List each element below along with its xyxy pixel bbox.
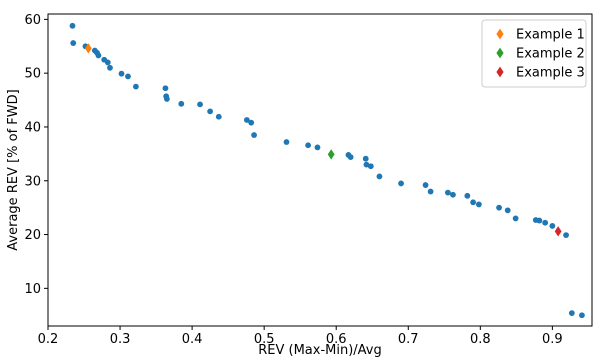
data-point: [536, 217, 543, 224]
data-point: [427, 188, 434, 195]
legend-label: Example 2: [516, 47, 585, 62]
y-tick-label: 10: [24, 282, 41, 297]
data-point-example: [327, 149, 335, 160]
data-point: [107, 64, 113, 71]
x-tick-label: 0.6: [326, 332, 347, 347]
data-point: [568, 310, 575, 316]
data-point: [464, 192, 471, 199]
data-point: [475, 201, 482, 208]
plot-frame: [47, 13, 593, 327]
y-axis-label: Average REV [% of FWD]: [6, 89, 21, 250]
data-point: [104, 59, 111, 66]
x-tick-label: 0.3: [110, 332, 131, 347]
x-tick-label: 0.9: [542, 332, 563, 347]
data-point: [162, 85, 169, 92]
x-axis-label: REV (Max-Min)/Avg: [258, 343, 382, 358]
legend-marker: [496, 66, 504, 78]
data-point: [362, 155, 369, 162]
data-point: [542, 219, 549, 226]
y-axis: 10 20 30 40 50 60: [24, 13, 48, 297]
data-point: [197, 101, 203, 108]
x-tick-label: 0.5: [254, 332, 275, 347]
y-tick-label: 40: [24, 120, 41, 135]
data-point: [215, 113, 222, 120]
data-point: [398, 180, 404, 187]
data-point: [207, 108, 214, 115]
data-point: [549, 223, 556, 229]
data-point: [133, 83, 139, 90]
y-tick-label: 30: [24, 174, 41, 189]
data-point: [496, 204, 502, 211]
data-point: [422, 182, 429, 188]
data-point: [69, 22, 76, 29]
data-point: [579, 312, 585, 319]
data-point: [347, 154, 354, 160]
data-point: [248, 119, 255, 126]
y-tick-label: 20: [24, 228, 41, 243]
data-point: [367, 163, 374, 170]
y-tick-label: 50: [24, 67, 41, 82]
data-point: [283, 139, 290, 145]
data-point: [70, 40, 77, 46]
legend-marker: [496, 47, 504, 59]
data-point-example: [84, 43, 92, 54]
data-point: [178, 100, 185, 107]
data-point: [305, 142, 312, 149]
legend-marker: [496, 28, 504, 40]
data-point-example: [554, 226, 562, 237]
x-tick-label: 0.4: [182, 332, 203, 347]
data-point: [95, 52, 102, 59]
data-point: [251, 132, 257, 138]
x-tick-label: 0.7: [398, 332, 419, 347]
data-point: [512, 215, 519, 222]
data-point: [470, 199, 477, 206]
data-point: [504, 207, 511, 214]
x-tick-label: 0.2: [38, 332, 59, 347]
data-point: [444, 189, 451, 196]
data-point: [243, 117, 250, 123]
data-point: [125, 73, 131, 80]
y-tick-label: 60: [24, 13, 41, 28]
x-tick-label: 0.8: [470, 332, 491, 347]
data-point: [118, 70, 125, 77]
legend-label: Example 3: [516, 66, 585, 81]
data-point: [314, 144, 321, 151]
data-point: [450, 191, 456, 198]
legend-label: Example 1: [516, 28, 585, 43]
legend-box: [481, 19, 587, 88]
data-point: [376, 173, 383, 180]
x-axis: 0.2 0.3 0.4 0.5 0.6 0.7 0.8 0.9: [38, 326, 563, 347]
legend: Example 1 Example 2 Example 3: [481, 19, 587, 88]
data-points: [69, 22, 585, 319]
data-point: [563, 232, 569, 238]
data-point: [163, 96, 170, 102]
